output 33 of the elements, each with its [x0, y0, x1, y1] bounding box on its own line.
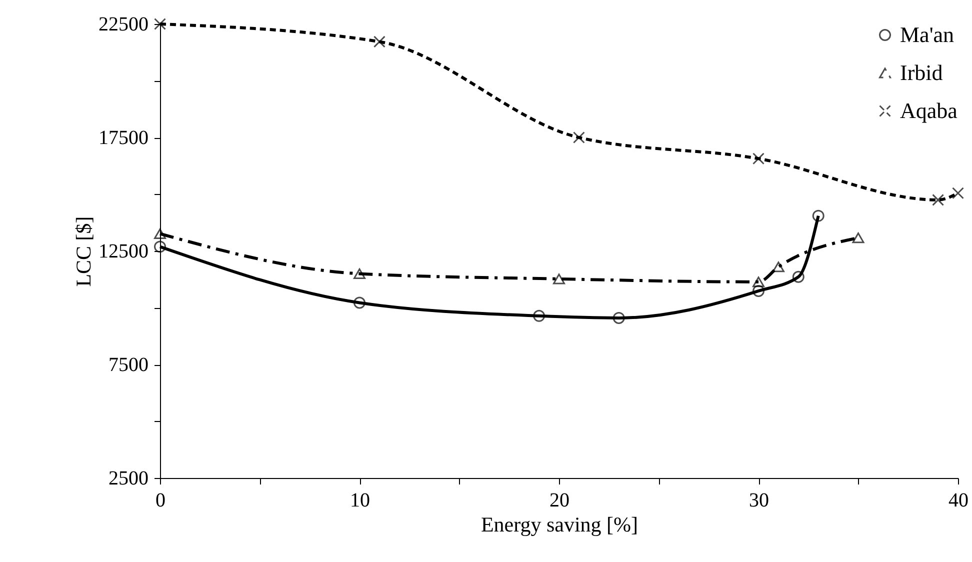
- legend-label: Irbid: [900, 60, 943, 85]
- y-tick-label: 2500: [108, 468, 148, 490]
- x-tick-label: 30: [749, 490, 769, 512]
- x-tick-label: 40: [948, 490, 968, 512]
- x-tick-label: 20: [550, 490, 570, 512]
- legend-label: Aqaba: [900, 98, 958, 123]
- point: [772, 262, 784, 272]
- point: [154, 228, 166, 240]
- point: [612, 312, 625, 324]
- x-axis-title: Energy saving [%]: [480, 512, 638, 536]
- y-axis-title: LCC [$]: [72, 216, 96, 287]
- y-tick-label: 22500: [98, 14, 148, 36]
- y-tick-label: 7500: [108, 354, 148, 376]
- point: [932, 194, 944, 206]
- y-tick-label: 17500: [98, 127, 148, 149]
- x-tick-label: 0: [156, 490, 166, 512]
- point: [792, 270, 804, 283]
- point: [154, 240, 166, 253]
- point: [752, 284, 764, 297]
- point: [752, 152, 764, 165]
- point: [553, 274, 565, 284]
- point: [852, 232, 864, 244]
- point: [373, 36, 386, 48]
- y-tick-label: 12500: [98, 240, 148, 262]
- point: [533, 310, 546, 322]
- x-tick-label: 10: [350, 490, 370, 512]
- point: [752, 276, 764, 288]
- point: [572, 132, 585, 144]
- legend-label: Ma'an: [900, 22, 954, 47]
- point: [952, 187, 964, 200]
- point: [354, 296, 366, 309]
- point: [812, 210, 824, 222]
- point: [354, 268, 366, 279]
